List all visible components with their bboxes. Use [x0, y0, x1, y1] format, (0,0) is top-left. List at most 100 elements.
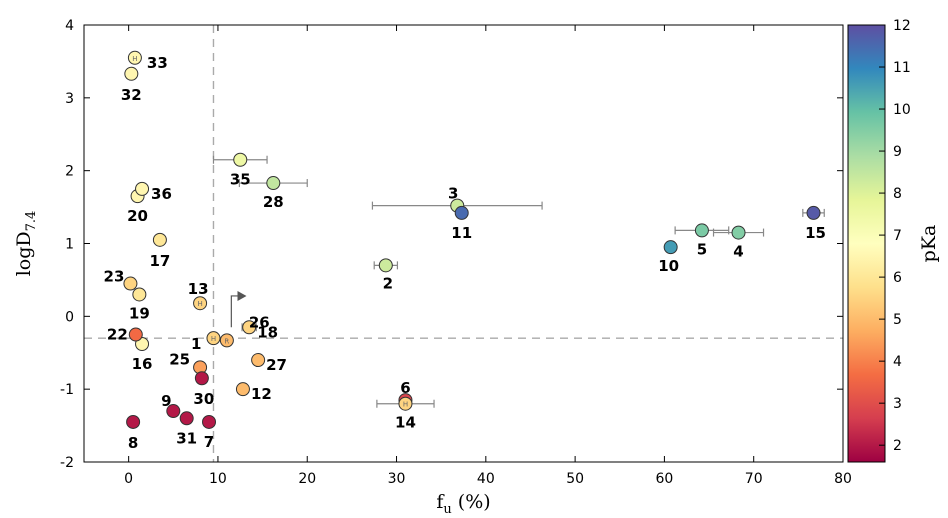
- data-point-28: [266, 176, 281, 191]
- colorbar-tick-label: 12: [893, 18, 911, 34]
- x-axis-title: fu (%): [436, 491, 490, 517]
- data-point-32: [124, 66, 139, 81]
- data-point-7: [202, 414, 217, 429]
- data-point-30: [194, 371, 209, 386]
- error-bars: [212, 155, 825, 408]
- data-point-17: [152, 232, 167, 247]
- x-tick-label: 40: [477, 471, 495, 487]
- y-tick-label: -1: [60, 382, 74, 398]
- x-tick-label: 30: [388, 471, 406, 487]
- data-point-31: [179, 411, 194, 426]
- colorbar-tick-label: 4: [893, 354, 902, 370]
- point-label-22: 22: [107, 326, 128, 344]
- arrow-annotation: [230, 290, 247, 328]
- point-label-10: 10: [658, 257, 679, 275]
- colorbar-tick-label: 6: [893, 270, 902, 286]
- x-tick-label: 80: [834, 471, 852, 487]
- point-label-36: 36: [151, 185, 172, 203]
- data-point-18: [242, 320, 257, 335]
- point-label-5: 5: [697, 240, 707, 258]
- y-tick-label: -2: [60, 455, 74, 471]
- point-label-35: 35: [230, 171, 251, 189]
- point-label-28: 28: [263, 193, 284, 211]
- x-tick-label: 70: [745, 471, 763, 487]
- point-label-31: 31: [176, 429, 197, 447]
- data-point-5: [694, 223, 709, 238]
- data-point-4: [731, 225, 746, 240]
- point-label-20: 20: [127, 207, 148, 225]
- y-tick-label: 4: [65, 18, 74, 34]
- data-point-2: [378, 258, 393, 273]
- point-label-18: 18: [257, 323, 278, 341]
- point-labels: 1234567891011121314151617181920222325262…: [104, 54, 826, 452]
- colorbar-tick-label: 10: [893, 102, 911, 118]
- colorbar-tick-label: 11: [893, 60, 911, 76]
- y-tick-label: 2: [65, 164, 74, 180]
- data-point-1: [206, 331, 221, 346]
- data-point-36: [135, 181, 150, 196]
- data-point-27: [251, 353, 266, 368]
- point-label-16: 16: [132, 355, 153, 373]
- point-marker: H: [403, 401, 408, 409]
- data-point-14: [398, 396, 413, 411]
- data-point-13: [193, 296, 208, 311]
- y-tick-label: 3: [65, 91, 74, 107]
- point-marker: H: [211, 335, 216, 343]
- y-tick-label: 1: [65, 237, 74, 253]
- point-label-11: 11: [451, 224, 472, 242]
- data-point-22: [128, 327, 143, 342]
- colorbar-tick-label: 5: [893, 312, 902, 328]
- colorbar-gradient: [847, 24, 886, 463]
- point-label-3: 3: [448, 185, 458, 203]
- point-marker: R: [224, 337, 229, 345]
- point-label-30: 30: [193, 390, 214, 408]
- data-point-23: [123, 276, 138, 291]
- data-point-26: [219, 333, 234, 348]
- point-label-17: 17: [149, 252, 170, 270]
- point-label-14: 14: [395, 414, 416, 432]
- colorbar: 2 3 4 5 6 7 8 9 10 11 12: [847, 18, 911, 463]
- point-label-27: 27: [266, 356, 287, 374]
- colorbar-tick-label: 7: [893, 228, 902, 244]
- colorbar-tick-label: 2: [893, 438, 902, 454]
- data-point-35: [233, 152, 248, 167]
- data-point-9: [166, 404, 181, 419]
- point-marker: H: [132, 55, 137, 63]
- x-tick-label: 20: [298, 471, 316, 487]
- point-label-9: 9: [161, 392, 171, 410]
- x-tick-label: 10: [209, 471, 227, 487]
- point-label-33: 33: [147, 54, 168, 72]
- point-label-8: 8: [128, 434, 138, 452]
- y-tick-label: 0: [65, 309, 74, 325]
- point-label-13: 13: [188, 280, 209, 298]
- point-label-26: 26: [249, 313, 270, 331]
- point-label-25: 25: [169, 350, 190, 368]
- point-label-19: 19: [129, 304, 150, 322]
- point-label-32: 32: [121, 86, 142, 104]
- data-point-33: [127, 50, 142, 65]
- x-tick-label: 60: [655, 471, 673, 487]
- colorbar-tick-label: 9: [893, 144, 902, 160]
- data-point-19: [132, 287, 147, 302]
- point-marker: H: [197, 300, 202, 308]
- arrow-head: [237, 290, 247, 301]
- data-point-10: [663, 240, 678, 255]
- data-point-8: [126, 414, 141, 429]
- point-label-4: 4: [733, 243, 743, 261]
- arrow-line: [230, 295, 239, 328]
- point-label-23: 23: [104, 268, 125, 286]
- data-point-11: [454, 205, 469, 220]
- colorbar-tick-label: 3: [893, 396, 902, 412]
- x-tick-label: 0: [124, 471, 133, 487]
- colorbar-tick-label: 8: [893, 186, 902, 202]
- colorbar-title: pKa: [918, 225, 940, 263]
- data-point-12: [235, 382, 250, 397]
- x-tick-label: 50: [566, 471, 584, 487]
- point-label-1: 1: [191, 335, 201, 353]
- data-point-15: [806, 205, 821, 220]
- point-label-12: 12: [251, 385, 272, 403]
- y-axis-title: logD7.4: [13, 211, 39, 277]
